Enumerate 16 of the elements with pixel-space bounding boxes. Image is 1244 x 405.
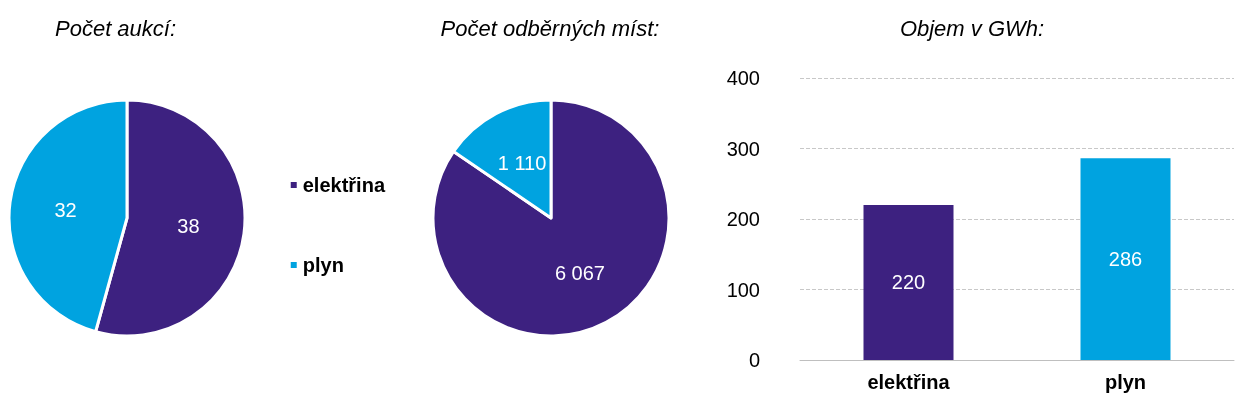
chart-title: Objem v GWh:	[899, 15, 1045, 41]
y-tick-label: 100	[726, 278, 760, 301]
chart-title: Počet odběrných míst:	[440, 15, 660, 41]
data-label: 6 067	[554, 261, 605, 284]
data-label: 1 110	[497, 152, 547, 175]
y-tick-label: 200	[726, 208, 760, 230]
legend-label: elektřina	[302, 174, 386, 196]
legend-label: plyn	[302, 254, 344, 276]
y-tick-label: 300	[726, 137, 760, 160]
data-label: 38	[177, 215, 200, 238]
data-label: 286	[1108, 248, 1143, 271]
y-tick-label: 400	[726, 67, 760, 89]
data-label: 220	[891, 271, 926, 294]
data-label: 32	[54, 198, 77, 221]
chart-title: Počet aukcí:	[55, 15, 177, 41]
y-tick-label: 0	[748, 349, 760, 371]
